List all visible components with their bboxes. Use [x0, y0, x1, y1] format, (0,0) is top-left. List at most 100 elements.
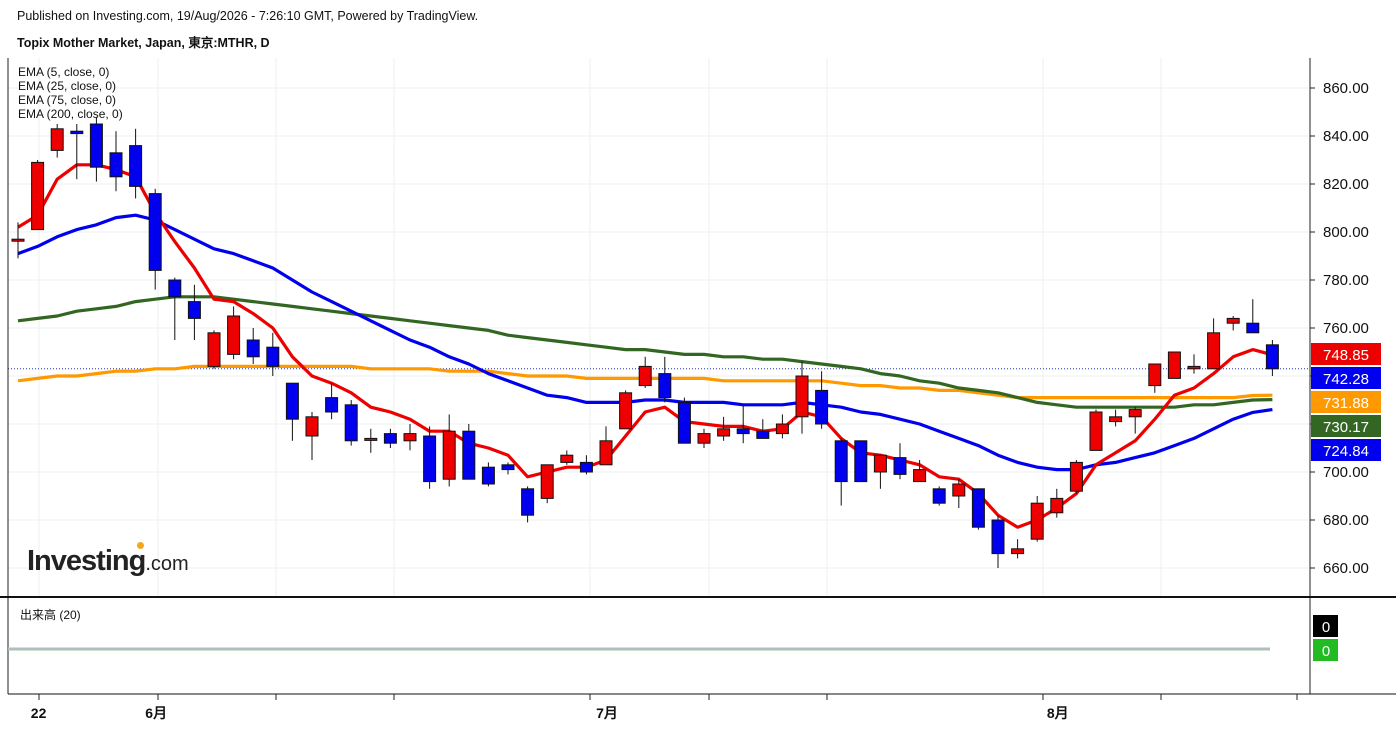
investing-logo: Investing.com [27, 542, 189, 578]
candle-body [344, 404, 358, 442]
candle-body [1089, 411, 1103, 451]
candle-body [325, 397, 339, 413]
candle-body [462, 430, 476, 480]
candle-body [913, 469, 927, 483]
candle-body [932, 488, 946, 504]
candle-body [285, 382, 299, 420]
x-tick-label: 7月 [596, 705, 618, 721]
candle-body [521, 488, 535, 516]
y-tick-label: 760.00 [1323, 320, 1369, 337]
candle-body [423, 435, 437, 483]
gridlines [8, 58, 1310, 596]
last-value-tags: 748.85 742.28 731.88 730.17 724.84 [1311, 343, 1381, 461]
candle-body [717, 428, 731, 437]
candle-body [1148, 363, 1162, 387]
candle-body [501, 464, 515, 471]
value-tag-label: 730.17 [1323, 419, 1369, 436]
y-tick-label: 660.00 [1323, 560, 1369, 577]
candle-body [129, 145, 143, 187]
candle-body [775, 423, 789, 435]
candle-body [815, 389, 829, 425]
value-tag [1311, 343, 1381, 365]
candle-body [70, 130, 84, 135]
y-tick-label: 800.00 [1323, 224, 1369, 241]
x-tick-label: 8月 [1047, 705, 1069, 721]
candle-body [579, 461, 593, 473]
value-tag-label: 724.84 [1323, 443, 1369, 460]
ema-line-3 [17, 295, 1273, 409]
candle-body [1167, 351, 1181, 379]
ema-5-label: EMA (5, close, 0) [18, 65, 110, 79]
value-tag-label: 742.28 [1323, 371, 1369, 388]
date-axis: 22 6月 7月 8月 [31, 694, 1298, 721]
y-tick-label: 820.00 [1323, 176, 1369, 193]
candle-body [187, 301, 201, 319]
candle-body [599, 440, 613, 466]
candle-body [403, 433, 417, 442]
candle-body [991, 519, 1005, 555]
candle-body [1265, 344, 1279, 370]
candle-body [1109, 416, 1123, 423]
ema-line-1 [17, 213, 1273, 472]
volume-tag-label: 0 [1322, 643, 1330, 660]
volume-tag [1313, 639, 1338, 661]
value-tag-label: 731.88 [1323, 395, 1369, 412]
candle-body [168, 279, 182, 298]
candle-body [560, 454, 574, 463]
published-note: Published on Investing.com, 19/Aug/2026 … [17, 9, 479, 23]
candle-body [971, 488, 985, 528]
candle-body [11, 238, 25, 242]
value-tag [1311, 367, 1381, 389]
candle-body [383, 433, 397, 444]
logo-suffix: .com [145, 553, 189, 575]
logo-brand: Investing [27, 545, 146, 577]
ema-25-label: EMA (25, close, 0) [18, 79, 117, 93]
candle-body [305, 416, 319, 437]
candle-body [697, 433, 711, 444]
y-tick-label: 780.00 [1323, 272, 1369, 289]
candlesticks [11, 116, 1279, 568]
volume-tag-label: 0 [1322, 619, 1330, 636]
candle-body [1226, 317, 1240, 324]
value-tag [1311, 415, 1381, 437]
candle-body [677, 401, 691, 444]
candle-body [148, 193, 162, 271]
x-tick-label: 6月 [145, 705, 167, 721]
volume-tag [1313, 615, 1338, 637]
candle-body [540, 464, 554, 499]
candle-body [89, 123, 103, 168]
candle-body [638, 365, 652, 387]
candle-body [1030, 502, 1044, 540]
value-tag [1311, 439, 1381, 461]
candle-body [442, 430, 456, 480]
candle-body [207, 332, 221, 367]
candle-body [952, 483, 966, 497]
candle-body [50, 128, 64, 151]
volume-label: 出来高 (20) [20, 608, 81, 622]
candle-body [756, 430, 770, 439]
ema-lines [17, 163, 1273, 529]
candle-body [1050, 497, 1064, 514]
candle-body [1187, 365, 1201, 370]
ema-200-label: EMA (200, close, 0) [18, 107, 123, 121]
ema-line-0 [17, 163, 1273, 529]
candle-body [1011, 548, 1025, 555]
candle-body [1207, 332, 1221, 370]
candle-body [736, 428, 750, 435]
ema-75-label: EMA (75, close, 0) [18, 93, 117, 107]
candle-body [619, 392, 633, 430]
y-tick-label: 860.00 [1323, 80, 1369, 97]
y-tick-label: 700.00 [1323, 464, 1369, 481]
logo-dot-icon [137, 542, 144, 549]
candle-body [873, 454, 887, 473]
chart-title: Topix Mother Market, Japan, 東京:MTHR, D [17, 36, 270, 50]
candle-body [266, 346, 280, 367]
candle-body [364, 437, 378, 441]
x-tick-label: 22 [31, 705, 47, 721]
candle-body [795, 375, 809, 418]
volume-panel: 00 [8, 615, 1338, 661]
candle-body [227, 315, 241, 355]
candle-body [481, 466, 495, 485]
candle-body [658, 373, 672, 399]
